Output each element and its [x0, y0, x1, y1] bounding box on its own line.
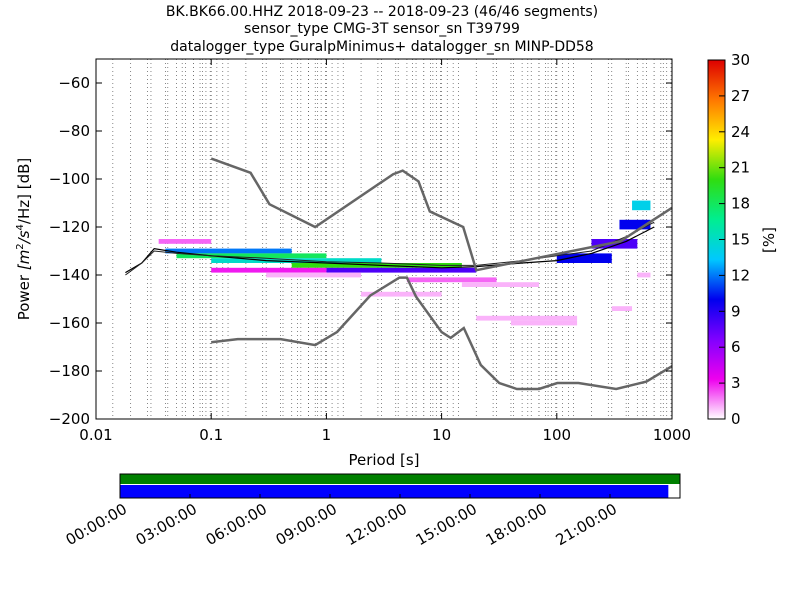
density-band-13 — [556, 253, 612, 263]
x-tick-label-5: 1000 — [653, 426, 691, 444]
mean-curve — [125, 221, 655, 276]
x-tick-label-1: 0.1 — [199, 426, 223, 444]
title-line-1: BK.BK66.00.HHZ 2018-09-23 -- 2018-09-23 … — [166, 4, 598, 20]
colorbar-tick-label-4: 12 — [731, 266, 750, 284]
colorbar-tick-label-0: 0 — [731, 410, 741, 428]
low-noise-model-line — [211, 276, 673, 391]
density-band-1 — [165, 248, 292, 254]
x-tick-label-4: 100 — [542, 426, 571, 444]
timeline-tick-label-2: 06:00:00 — [203, 500, 270, 549]
y-tick-label-0: −60 — [58, 74, 90, 92]
x-tick-label-2: 1 — [322, 426, 332, 444]
y-tick-label-1: −80 — [58, 122, 90, 140]
timeline-tick-label-6: 18:00:00 — [483, 500, 550, 549]
density-band-8 — [406, 277, 497, 283]
density-band-9 — [361, 291, 442, 297]
x-axis-label: Period [s] — [348, 451, 419, 469]
x-tick-label-0: 0.01 — [79, 426, 112, 444]
density-band-11 — [476, 315, 578, 321]
timeline-tick-label-0: 00:00:00 — [63, 500, 130, 549]
density-band-15 — [619, 219, 651, 230]
colorbar-tick-label-1: 3 — [731, 374, 741, 392]
timeline-bars — [120, 474, 680, 498]
y-axis-label-prefix: Power — [15, 270, 33, 320]
psd-curves — [125, 221, 655, 276]
timeline-ticks: 00:00:00 03:00:00 06:00:00 09:00:00 12:00:00… — [63, 494, 620, 549]
timeline-bar-top — [120, 474, 680, 484]
density-band-5 — [326, 267, 477, 273]
density-band-6 — [211, 267, 327, 273]
y-ticks: −60 −80 −100 −120 −140 −160 −180 −200 — [49, 74, 672, 428]
timeline-tick-label-5: 15:00:00 — [413, 500, 480, 549]
y-tick-label-4: −140 — [49, 266, 90, 284]
colorbar-tick-label-9: 27 — [731, 87, 750, 105]
density-band-0 — [158, 239, 212, 244]
y-axis-label-end: /Hz] [dB] — [15, 158, 33, 224]
plot-frame — [95, 58, 673, 420]
density-band-17 — [637, 272, 651, 278]
y-tick-label-5: −160 — [49, 314, 90, 332]
y-tick-label-3: −120 — [49, 218, 90, 236]
density-band-7 — [266, 272, 362, 278]
y-axis-label-exp2: 4 — [15, 224, 26, 230]
timeline-bar-bottom — [120, 485, 669, 498]
density-band-18 — [611, 306, 633, 311]
colorbar-tick-label-2: 6 — [731, 338, 741, 356]
y-tick-label-2: −100 — [49, 170, 90, 188]
timeline-tick-label-3: 09:00:00 — [273, 500, 340, 549]
y-tick-label-7: −200 — [49, 410, 90, 428]
colorbar: 0 3 6 9 12 15 18 21 24 27 30 [%] — [707, 51, 778, 428]
title-line-2: sensor_type CMG-3T sensor_sn T39799 — [244, 21, 520, 37]
timeline-tick-label-7: 21:00:00 — [553, 500, 620, 549]
colorbar-tick-label-8: 24 — [731, 123, 750, 141]
y-axis-label-unit: [m — [15, 250, 33, 270]
density-band-12 — [510, 320, 578, 326]
colorbar-label: [%] — [760, 227, 778, 253]
timeline-tick-label-4: 12:00:00 — [343, 500, 410, 549]
title-line-3: datalogger_type GuralpMinimus+ datalogge… — [170, 39, 593, 55]
y-axis-label: Power [m2/s4/Hz] [dB] — [15, 158, 33, 321]
density-band-3 — [211, 258, 382, 263]
colorbar-tick-label-10: 30 — [731, 51, 750, 69]
density-band-2 — [176, 253, 327, 259]
y-axis-label-exp1: 2 — [15, 243, 26, 249]
noise-models — [210, 157, 673, 391]
density-bands — [158, 200, 651, 326]
colorbar-tick-label-5: 15 — [731, 231, 750, 249]
colorbar-tick-label-6: 18 — [731, 195, 750, 213]
psd-plot: 0.01 0.1 1 10 100 1000 −60 −80 −100 −120 −140 −160… — [15, 58, 691, 469]
x-tick-label-3: 10 — [432, 426, 451, 444]
high-noise-model-line — [210, 157, 673, 272]
colorbar-tick-label-3: 9 — [731, 302, 741, 320]
colorbar-tick-label-7: 21 — [731, 159, 750, 177]
coverage-timeline: 00:00:00 03:00:00 06:00:00 09:00:00 12:00:00… — [63, 473, 681, 549]
density-band-10 — [461, 282, 539, 287]
mode-curve — [125, 226, 655, 274]
timeline-tick-label-1: 03:00:00 — [133, 500, 200, 549]
density-band-16 — [632, 200, 651, 211]
y-tick-label-6: −180 — [49, 362, 90, 380]
y-axis-label-mid: /s — [15, 230, 33, 245]
x-ticks: 0.01 0.1 1 10 100 1000 — [79, 59, 691, 444]
colorbar-ticks: 0 3 6 9 12 15 18 21 24 27 30 — [719, 51, 750, 428]
